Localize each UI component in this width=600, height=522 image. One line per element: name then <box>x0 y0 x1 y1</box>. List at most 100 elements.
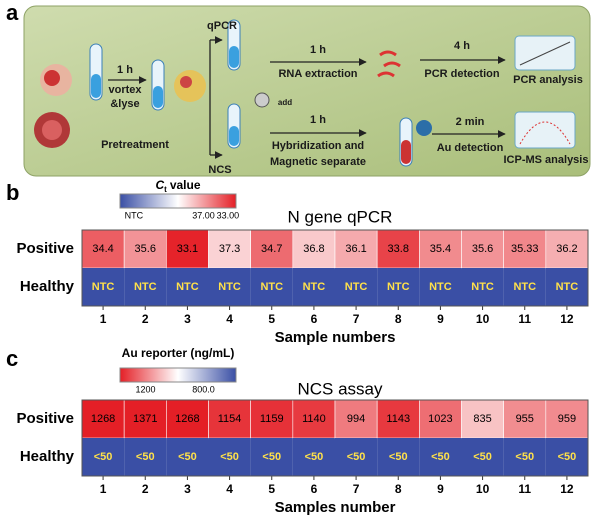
cell-label: <50 <box>389 451 408 463</box>
x-tick-label: 10 <box>476 312 490 326</box>
x-tick-label: 2 <box>142 482 149 496</box>
cell-label: 34.4 <box>92 243 113 255</box>
heatmap-frame <box>81 229 589 307</box>
colorbar-title-text: Au reporter (ng/mL) <box>122 346 235 360</box>
cell-label: 1143 <box>386 413 410 425</box>
heat-cell-healthy <box>335 438 378 476</box>
cell-label: NTC <box>303 281 326 293</box>
cell-label: <50 <box>515 451 534 463</box>
heat-cell-healthy <box>208 438 251 476</box>
heat-cell-healthy <box>124 438 167 476</box>
panel-label: b <box>6 180 19 205</box>
x-tick-label: 3 <box>184 482 191 496</box>
x-axis-label: Samples number <box>275 499 396 516</box>
x-tick-label: 3 <box>184 312 191 326</box>
heat-cell <box>376 229 420 269</box>
cell-label: 1140 <box>302 413 326 425</box>
row-label: Healthy <box>20 448 75 465</box>
heat-cell-healthy <box>82 438 125 476</box>
colorbar-title: Ct value <box>155 178 200 194</box>
heat-cell-healthy <box>208 268 251 306</box>
result-label: PCR analysis <box>513 74 583 86</box>
cell-label: NTC <box>429 281 452 293</box>
heat-cell-healthy <box>377 268 420 306</box>
heat-cell-healthy <box>250 268 293 306</box>
x-tick-label: 8 <box>395 312 402 326</box>
cell-label: 34.7 <box>261 243 282 255</box>
colorbar-title: Au reporter (ng/mL) <box>122 346 235 360</box>
step-label: Pretreatment <box>101 139 169 151</box>
cell-label: <50 <box>136 451 155 463</box>
branch-label: NCS <box>208 164 231 176</box>
heat-cell <box>123 399 167 439</box>
colorbar-tick-label: 800.0 <box>192 384 215 394</box>
heat-cell <box>376 399 420 439</box>
cell-label: NTC <box>218 281 241 293</box>
heatmap-frame <box>81 399 589 477</box>
icons <box>34 19 576 167</box>
row-label: Healthy <box>20 278 75 295</box>
heat-cell <box>208 229 251 269</box>
colorbar-title-subscript: t <box>164 185 167 194</box>
step-time: 2 min <box>456 116 485 128</box>
heat-cell-healthy <box>545 268 588 306</box>
cell-label: <50 <box>262 451 281 463</box>
step-time: 1 h <box>310 114 326 126</box>
heat-cell <box>503 399 547 439</box>
cell-label: NTC <box>134 281 157 293</box>
cell-label: 35.6 <box>472 243 493 255</box>
heat-cell-healthy <box>166 268 209 306</box>
cell-label: NTC <box>176 281 199 293</box>
heat-cell-healthy <box>250 438 293 476</box>
panel-label: c <box>6 346 18 371</box>
cell-label: 37.3 <box>219 243 240 255</box>
colorbar <box>119 193 237 209</box>
step-label: add <box>278 98 292 107</box>
cell-label: 36.1 <box>345 243 366 255</box>
heat-cell <box>208 399 251 439</box>
heat-cell <box>81 399 125 439</box>
cell-label: 1159 <box>260 413 284 425</box>
heat-cell-healthy <box>419 438 462 476</box>
heat-cell-healthy <box>292 438 335 476</box>
cell-label: 35.33 <box>511 243 539 255</box>
cell-label: NTC <box>471 281 494 293</box>
x-tick-label: 5 <box>268 312 275 326</box>
cell-label: NTC <box>345 281 368 293</box>
cell-label: <50 <box>94 451 113 463</box>
heat-cell-healthy <box>377 438 420 476</box>
x-tick-label: 1 <box>100 312 107 326</box>
x-tick-label: 9 <box>437 482 444 496</box>
branch-label: qPCR <box>207 20 237 32</box>
heat-cell-healthy <box>545 438 588 476</box>
x-tick-label: 12 <box>560 312 574 326</box>
cell-label: <50 <box>178 451 197 463</box>
cell-label: <50 <box>558 451 577 463</box>
cell-label: 36.8 <box>303 243 324 255</box>
heat-cell-healthy <box>461 268 504 306</box>
cell-label: <50 <box>220 451 239 463</box>
heat-cell-healthy <box>503 268 546 306</box>
cell-label: <50 <box>347 451 366 463</box>
cell-label: 959 <box>558 413 576 425</box>
step-label: RNA extraction <box>278 68 357 80</box>
heat-cell <box>461 229 504 269</box>
cell-label: 1371 <box>133 413 157 425</box>
colorbar-tick-label: 37.00 <box>192 210 215 220</box>
cell-label: <50 <box>305 451 324 463</box>
x-tick-label: 6 <box>311 482 318 496</box>
cell-label: NTC <box>92 281 115 293</box>
heat-cell-healthy <box>166 438 209 476</box>
heat-cell-healthy <box>335 268 378 306</box>
heat-cell-healthy <box>503 438 546 476</box>
x-tick-label: 2 <box>142 312 149 326</box>
cell-label: NTC <box>556 281 579 293</box>
cell-label: NTC <box>387 281 410 293</box>
cell-label: <50 <box>473 451 492 463</box>
heat-cell <box>334 399 378 439</box>
heat-cell <box>292 399 336 439</box>
colorbar-tick-label: 33.00 <box>217 210 240 220</box>
result-label: ICP-MS analysis <box>504 154 589 166</box>
cell-label: 835 <box>473 413 491 425</box>
colorbar-title-text: value <box>170 178 201 192</box>
